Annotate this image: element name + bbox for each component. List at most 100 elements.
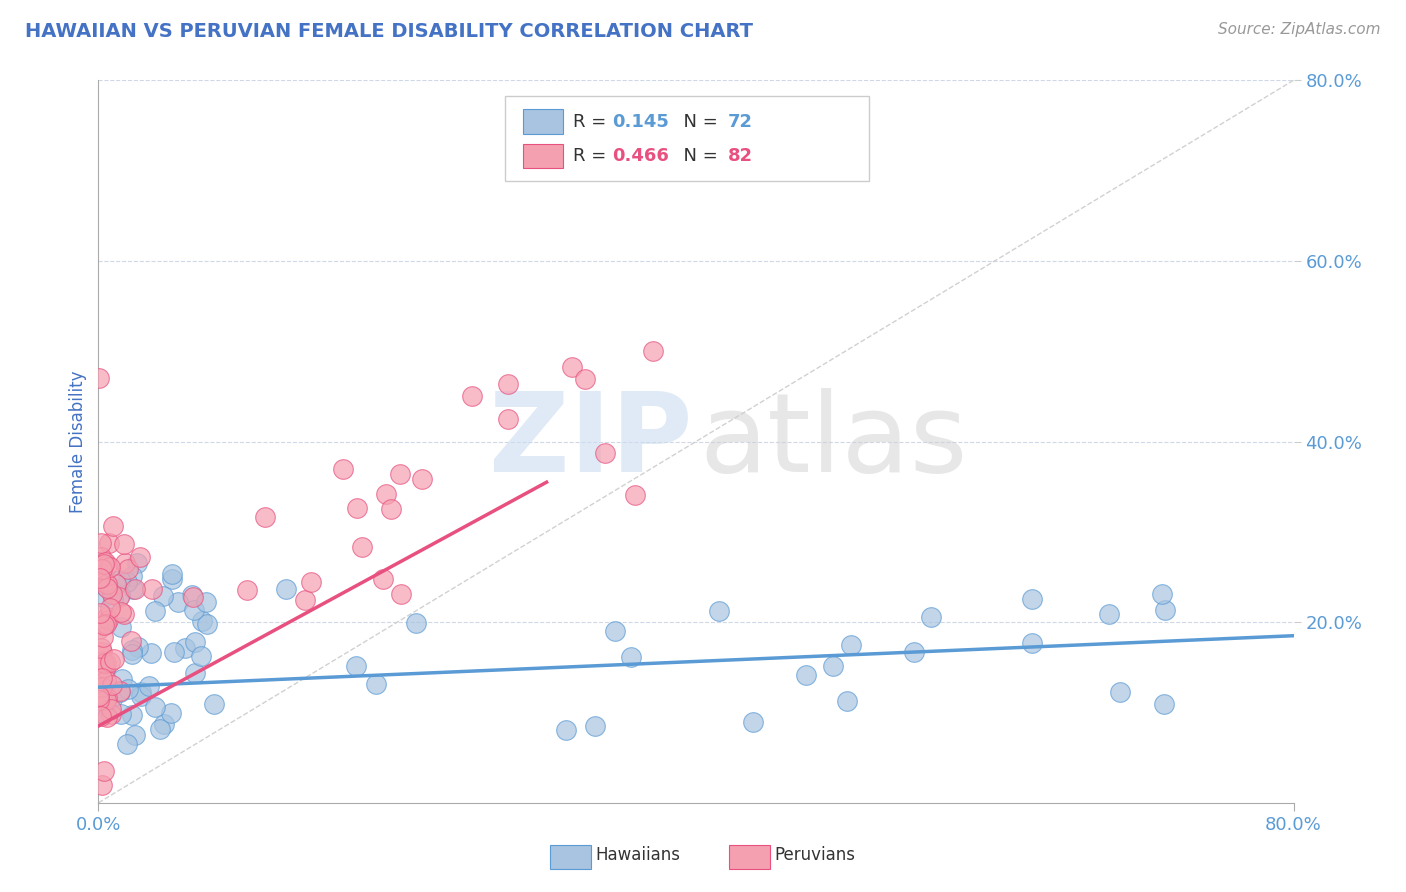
Point (184, 665, 207, 680)
Point (98, 535, 121, 549)
Point (98, 560, 121, 574)
Point (129, 689, 152, 703)
Point (574, 372, 596, 386)
Text: Peruvians: Peruvians (775, 846, 856, 863)
FancyBboxPatch shape (550, 845, 591, 870)
Point (195, 595, 218, 609)
Point (100, 702, 122, 716)
Point (643, 344, 665, 359)
Point (89, 622, 111, 636)
Point (461, 389, 484, 403)
Text: HAWAIIAN VS PERUVIAN FEMALE DISABILITY CORRELATION CHART: HAWAIIAN VS PERUVIAN FEMALE DISABILITY C… (25, 22, 754, 41)
Text: atlas: atlas (700, 388, 969, 495)
Point (94, 663, 117, 677)
Point (91, 698, 114, 713)
Point (98, 655, 121, 669)
Y-axis label: Female Disability: Female Disability (69, 370, 87, 513)
Point (152, 589, 174, 603)
Point (91, 706, 114, 720)
Point (91, 590, 114, 604)
Point (195, 616, 218, 631)
Point (823, 658, 845, 673)
Point (583, 719, 606, 733)
Point (174, 641, 197, 656)
Point (160, 706, 183, 720)
Point (375, 487, 398, 501)
Point (294, 592, 316, 607)
Point (108, 590, 131, 604)
Point (96, 617, 118, 632)
Point (104, 577, 127, 591)
Point (89, 692, 111, 706)
Point (839, 638, 862, 652)
Point (121, 568, 143, 582)
Point (93, 557, 115, 571)
Point (366, 677, 388, 691)
Point (389, 587, 412, 601)
Text: ZIP: ZIP (489, 388, 692, 495)
Point (1021, 636, 1043, 650)
Point (903, 644, 925, 658)
Point (707, 604, 730, 618)
Point (96, 581, 118, 595)
Point (96, 710, 118, 724)
Point (299, 575, 322, 590)
Point (346, 500, 368, 515)
Point (380, 502, 402, 516)
Point (114, 557, 136, 571)
Point (89, 571, 111, 585)
Point (90, 536, 112, 550)
Point (190, 648, 212, 663)
Point (389, 467, 412, 481)
Point (253, 510, 276, 524)
Point (276, 582, 298, 597)
Point (121, 647, 143, 661)
Point (117, 681, 139, 696)
Point (93, 618, 115, 632)
Point (94, 555, 117, 569)
Point (117, 562, 139, 576)
Point (603, 624, 626, 639)
Point (138, 679, 160, 693)
Point (121, 707, 143, 722)
Point (1021, 592, 1043, 607)
Point (153, 717, 176, 731)
Point (89, 666, 111, 681)
Point (89, 689, 111, 703)
Point (93, 578, 115, 592)
Point (496, 376, 519, 391)
Point (110, 706, 132, 721)
Point (110, 573, 132, 587)
Point (835, 694, 858, 708)
Point (163, 644, 186, 658)
Point (120, 633, 142, 648)
Point (115, 737, 138, 751)
Point (91, 680, 114, 694)
Point (101, 677, 124, 691)
Point (352, 541, 374, 555)
Point (90, 778, 112, 792)
Point (108, 684, 131, 698)
Point (1098, 607, 1121, 621)
Text: N =: N = (672, 147, 724, 165)
Point (143, 699, 166, 714)
Point (90, 645, 112, 659)
Point (125, 557, 148, 571)
Point (94, 693, 117, 707)
Point (110, 685, 132, 699)
Point (89, 645, 111, 659)
Text: Source: ZipAtlas.com: Source: ZipAtlas.com (1218, 22, 1381, 37)
Point (139, 646, 162, 660)
Point (115, 574, 138, 589)
Point (920, 610, 942, 624)
Text: 0.145: 0.145 (613, 112, 669, 130)
Point (94, 673, 117, 687)
Point (90, 663, 112, 677)
Point (127, 640, 149, 655)
Point (561, 360, 583, 375)
Point (623, 488, 645, 502)
Point (97, 613, 120, 627)
Point (124, 728, 146, 742)
Point (93, 656, 115, 670)
Point (124, 582, 146, 596)
